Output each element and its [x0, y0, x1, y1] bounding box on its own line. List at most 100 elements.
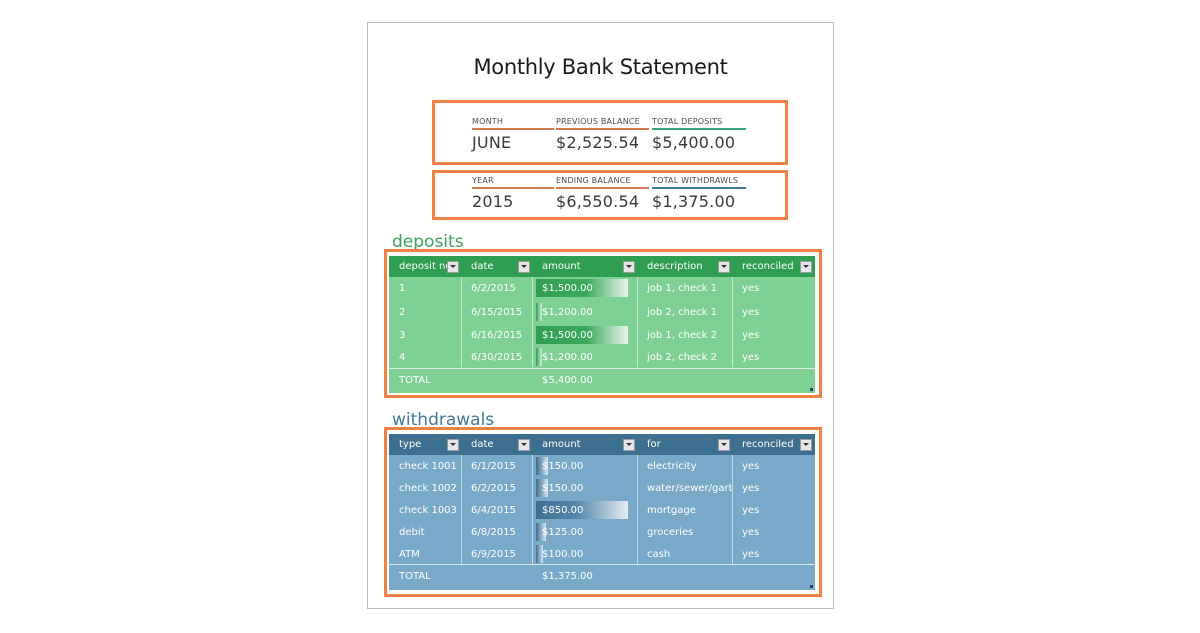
for-cell: cash — [647, 548, 671, 560]
withdrawals-header-row: type date amount for reconciled — [389, 434, 815, 455]
reconciled-cell: yes — [742, 548, 760, 560]
amount-cell: $1,200.00 — [532, 301, 637, 323]
deposit-no-cell: 3 — [399, 329, 406, 341]
summary-value: $2,525.54 — [556, 133, 640, 152]
column-header-deposit-no[interactable]: deposit no — [389, 256, 461, 277]
data-bar — [536, 523, 546, 541]
reconciled-cell: yes — [742, 282, 760, 294]
column-header-reconciled[interactable]: reconciled — [732, 256, 815, 277]
column-header-amount[interactable]: amount — [532, 256, 637, 277]
column-label: date — [471, 439, 494, 450]
total-divider — [389, 564, 815, 565]
column-header-description[interactable]: description — [637, 256, 732, 277]
description-cell: job 1, check 2 — [647, 329, 717, 341]
table-row[interactable]: 4 6/30/2015 $1,200.00 job 2, check 2 yes — [389, 346, 815, 368]
column-divider — [532, 277, 533, 367]
type-cell: debit — [399, 526, 425, 538]
table-row[interactable]: 3 6/16/2015 $1,500.00 job 1, check 2 yes — [389, 324, 815, 346]
summary-value: $1,375.00 — [652, 192, 736, 211]
reconciled-cell: yes — [742, 351, 760, 363]
table-row[interactable]: debit 6/8/2015 $125.00 groceries yes — [389, 521, 815, 543]
column-divider — [732, 277, 733, 367]
reconciled-cell: yes — [742, 306, 760, 318]
reconciled-cell: yes — [742, 504, 760, 516]
filter-dropdown-icon[interactable] — [518, 260, 530, 273]
summary-ending-balance: ENDING BALANCE $6,550.54 — [556, 176, 649, 211]
column-header-for[interactable]: for — [637, 434, 732, 455]
column-label: amount — [542, 261, 581, 272]
amount-cell: $1,500.00 — [532, 324, 637, 346]
column-divider — [637, 455, 638, 564]
summary-value: JUNE — [472, 133, 512, 152]
table-row[interactable]: check 1002 6/2/2015 $150.00 water/sewer/… — [389, 477, 815, 499]
reconciled-cell: yes — [742, 482, 760, 494]
date-cell: 6/16/2015 — [471, 329, 523, 341]
date-cell: 6/8/2015 — [471, 526, 516, 538]
reconciled-cell: yes — [742, 460, 760, 472]
data-bar — [536, 479, 548, 497]
withdrawals-table: type date amount for reconciled check 10… — [389, 434, 815, 590]
amount-value: $1,200.00 — [542, 351, 593, 363]
summary-underline — [652, 128, 746, 130]
amount-cell: $125.00 — [532, 521, 637, 543]
withdrawals-section-title: withdrawals — [392, 410, 495, 430]
summary-total-deposits: TOTAL DEPOSITS $5,400.00 — [652, 117, 746, 152]
summary-underline — [652, 187, 746, 189]
column-divider — [732, 455, 733, 564]
amount-cell: $100.00 — [532, 543, 637, 565]
amount-value: $125.00 — [542, 526, 584, 538]
column-divider — [461, 455, 462, 564]
for-cell: electricity — [647, 460, 697, 472]
column-header-type[interactable]: type — [389, 434, 461, 455]
filter-dropdown-icon[interactable] — [518, 438, 530, 451]
date-cell: 6/2/2015 — [471, 282, 516, 294]
total-label: TOTAL — [399, 374, 431, 386]
summary-underline — [556, 187, 649, 189]
table-row[interactable]: ATM 6/9/2015 $100.00 cash yes — [389, 543, 815, 565]
filter-dropdown-icon[interactable] — [623, 438, 635, 451]
column-header-reconciled[interactable]: reconciled — [732, 434, 815, 455]
total-amount: $1,375.00 — [542, 570, 593, 582]
table-resize-handle[interactable] — [810, 388, 813, 391]
withdrawals-highlight — [384, 427, 822, 597]
column-header-date[interactable]: date — [461, 434, 532, 455]
table-resize-handle[interactable] — [810, 585, 813, 588]
filter-dropdown-icon[interactable] — [718, 438, 730, 451]
amount-value: $100.00 — [542, 548, 584, 560]
filter-dropdown-icon[interactable] — [718, 260, 730, 273]
total-divider — [389, 368, 815, 369]
column-label: date — [471, 261, 494, 272]
summary-underline — [472, 128, 554, 130]
table-row[interactable]: check 1003 6/4/2015 $850.00 mortgage yes — [389, 499, 815, 521]
data-bar — [536, 279, 628, 297]
description-cell: job 2, check 2 — [647, 351, 717, 363]
deposits-highlight — [384, 249, 822, 398]
data-bar — [536, 457, 548, 475]
data-bar — [536, 326, 628, 344]
total-row: TOTAL $1,375.00 — [389, 565, 815, 587]
table-row[interactable]: 1 6/2/2015 $1,500.00 job 1, check 1 yes — [389, 277, 815, 299]
filter-dropdown-icon[interactable] — [800, 260, 812, 273]
filter-dropdown-icon[interactable] — [623, 260, 635, 273]
summary-label: TOTAL WITHDRAWLS — [652, 176, 739, 185]
summary-previous-balance: PREVIOUS BALANCE $2,525.54 — [556, 117, 649, 152]
date-cell: 6/4/2015 — [471, 504, 516, 516]
data-bar — [536, 303, 542, 321]
column-label: deposit no — [399, 261, 452, 272]
column-header-amount[interactable]: amount — [532, 434, 637, 455]
filter-dropdown-icon[interactable] — [800, 438, 812, 451]
column-divider — [532, 455, 533, 564]
data-bar — [536, 501, 628, 519]
filter-dropdown-icon[interactable] — [447, 438, 459, 451]
table-row[interactable]: 2 6/15/2015 $1,200.00 job 2, check 1 yes — [389, 301, 815, 323]
filter-dropdown-icon[interactable] — [447, 260, 459, 273]
summary-label: MONTH — [472, 117, 504, 126]
for-cell: groceries — [647, 526, 694, 538]
data-bar — [536, 545, 543, 563]
amount-cell: $1,500.00 — [532, 277, 637, 299]
table-row[interactable]: check 1001 6/1/2015 $150.00 electricity … — [389, 455, 815, 477]
column-header-date[interactable]: date — [461, 256, 532, 277]
summary-label: TOTAL DEPOSITS — [652, 117, 723, 126]
for-cell: water/sewer/garb — [647, 482, 732, 494]
amount-value: $1,500.00 — [542, 282, 593, 294]
